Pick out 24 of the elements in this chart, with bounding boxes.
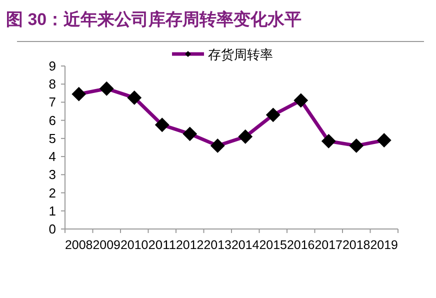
x-tick-label: 2017 bbox=[314, 238, 343, 252]
x-tick-label: 2018 bbox=[342, 238, 370, 252]
x-tick-label: 2011 bbox=[148, 238, 176, 252]
y-tick-label: 6 bbox=[48, 112, 56, 128]
x-tick-label: 2014 bbox=[232, 238, 260, 252]
y-tick-label: 5 bbox=[48, 130, 56, 146]
x-tick-label: 2010 bbox=[120, 238, 148, 252]
y-tick-label: 7 bbox=[48, 94, 56, 110]
y-tick-label: 1 bbox=[48, 203, 56, 218]
x-tick-label: 2009 bbox=[92, 238, 121, 252]
chart-title: 图 30：近年来公司库存周转率变化水平 bbox=[6, 10, 302, 29]
y-tick-label: 4 bbox=[48, 149, 56, 164]
x-tick-label: 2019 bbox=[370, 238, 398, 252]
y-tick-label: 3 bbox=[48, 167, 56, 182]
legend-label: 存货周转率 bbox=[208, 47, 273, 62]
x-tick-label: 2013 bbox=[204, 238, 232, 252]
y-tick-label: 8 bbox=[48, 76, 56, 92]
x-tick-label: 2008 bbox=[65, 238, 93, 252]
x-tick-label: 2015 bbox=[259, 238, 288, 252]
y-tick-label: 9 bbox=[48, 58, 56, 74]
x-tick-label: 2016 bbox=[287, 238, 315, 252]
y-tick-label: 0 bbox=[48, 222, 56, 236]
x-tick-label: 2012 bbox=[176, 238, 204, 252]
y-tick-label: 2 bbox=[48, 185, 56, 200]
